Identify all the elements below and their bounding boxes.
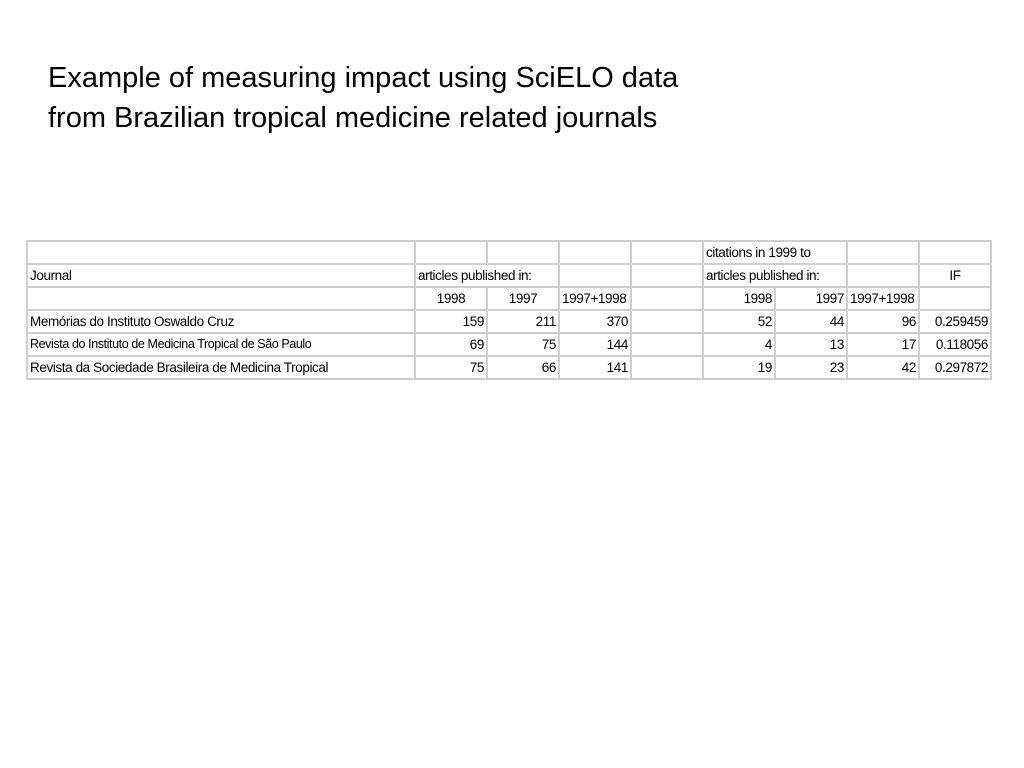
year-1997-header: 1997 xyxy=(486,286,560,311)
header-cell xyxy=(630,286,704,311)
table-row: Revista da Sociedade Brasileira de Medic… xyxy=(26,355,992,380)
empty-cell xyxy=(630,332,704,357)
journal-name: Revista do Instituto de Medicina Tropica… xyxy=(26,332,416,357)
header-cell xyxy=(918,286,992,311)
citations-header: citations in 1999 to xyxy=(702,240,848,265)
header-cell xyxy=(846,263,920,288)
citations-1998: 52 xyxy=(702,309,776,334)
cit-year-1997-header: 1997 xyxy=(774,286,848,311)
empty-cell xyxy=(630,309,704,334)
cit-year-1998-header: 1998 xyxy=(702,286,776,311)
cit-year-sum-header: 1997+1998 xyxy=(846,286,920,311)
articles-sum: 144 xyxy=(558,332,632,357)
year-sum-header: 1997+1998 xyxy=(558,286,632,311)
journal-name: Memórias do Instituto Oswaldo Cruz xyxy=(26,309,416,334)
header-cell xyxy=(558,240,632,265)
articles-1998: 69 xyxy=(414,332,488,357)
header-row-2: Journal articles published in: articles … xyxy=(26,263,992,288)
header-cell xyxy=(26,286,416,311)
impact-factor: 0.118056 xyxy=(918,332,992,357)
table-row: Memórias do Instituto Oswaldo Cruz 159 2… xyxy=(26,309,992,334)
header-cell xyxy=(414,240,488,265)
header-cell xyxy=(486,240,560,265)
if-header: IF xyxy=(918,263,992,288)
header-cell xyxy=(26,240,416,265)
citations-sum: 96 xyxy=(846,309,920,334)
articles-sum: 141 xyxy=(558,355,632,380)
header-cell xyxy=(846,240,920,265)
header-cell xyxy=(630,263,704,288)
articles-1998: 75 xyxy=(414,355,488,380)
citations-1998: 19 xyxy=(702,355,776,380)
citations-1997: 23 xyxy=(774,355,848,380)
articles-header: articles published in: xyxy=(414,263,560,288)
impact-factor: 0.259459 xyxy=(918,309,992,334)
impact-factor: 0.297872 xyxy=(918,355,992,380)
title-line-2: from Brazilian tropical medicine related… xyxy=(48,102,658,134)
header-cell xyxy=(630,240,704,265)
citations-sum: 42 xyxy=(846,355,920,380)
journal-name: Revista da Sociedade Brasileira de Medic… xyxy=(26,355,416,380)
year-1998-header: 1998 xyxy=(414,286,488,311)
articles-sum: 370 xyxy=(558,309,632,334)
articles-1997: 211 xyxy=(486,309,560,334)
header-row-1: citations in 1999 to xyxy=(26,240,992,265)
articles-1998: 159 xyxy=(414,309,488,334)
table-row: Revista do Instituto de Medicina Tropica… xyxy=(26,332,992,357)
title-line-1: Example of measuring impact using SciELO… xyxy=(48,62,679,94)
articles-1997: 75 xyxy=(486,332,560,357)
citations-1998: 4 xyxy=(702,332,776,357)
slide-title: Example of measuring impact using SciELO… xyxy=(48,58,948,138)
citations-1997: 44 xyxy=(774,309,848,334)
header-cell xyxy=(918,240,992,265)
header-row-3: 1998 1997 1997+1998 1998 1997 1997+1998 xyxy=(26,286,992,311)
citations-articles-header: articles published in: xyxy=(702,263,848,288)
citations-sum: 17 xyxy=(846,332,920,357)
journal-header: Journal xyxy=(26,263,416,288)
header-cell xyxy=(558,263,632,288)
impact-table: citations in 1999 to Journal articles pu… xyxy=(26,240,992,380)
articles-1997: 66 xyxy=(486,355,560,380)
citations-1997: 13 xyxy=(774,332,848,357)
empty-cell xyxy=(630,355,704,380)
